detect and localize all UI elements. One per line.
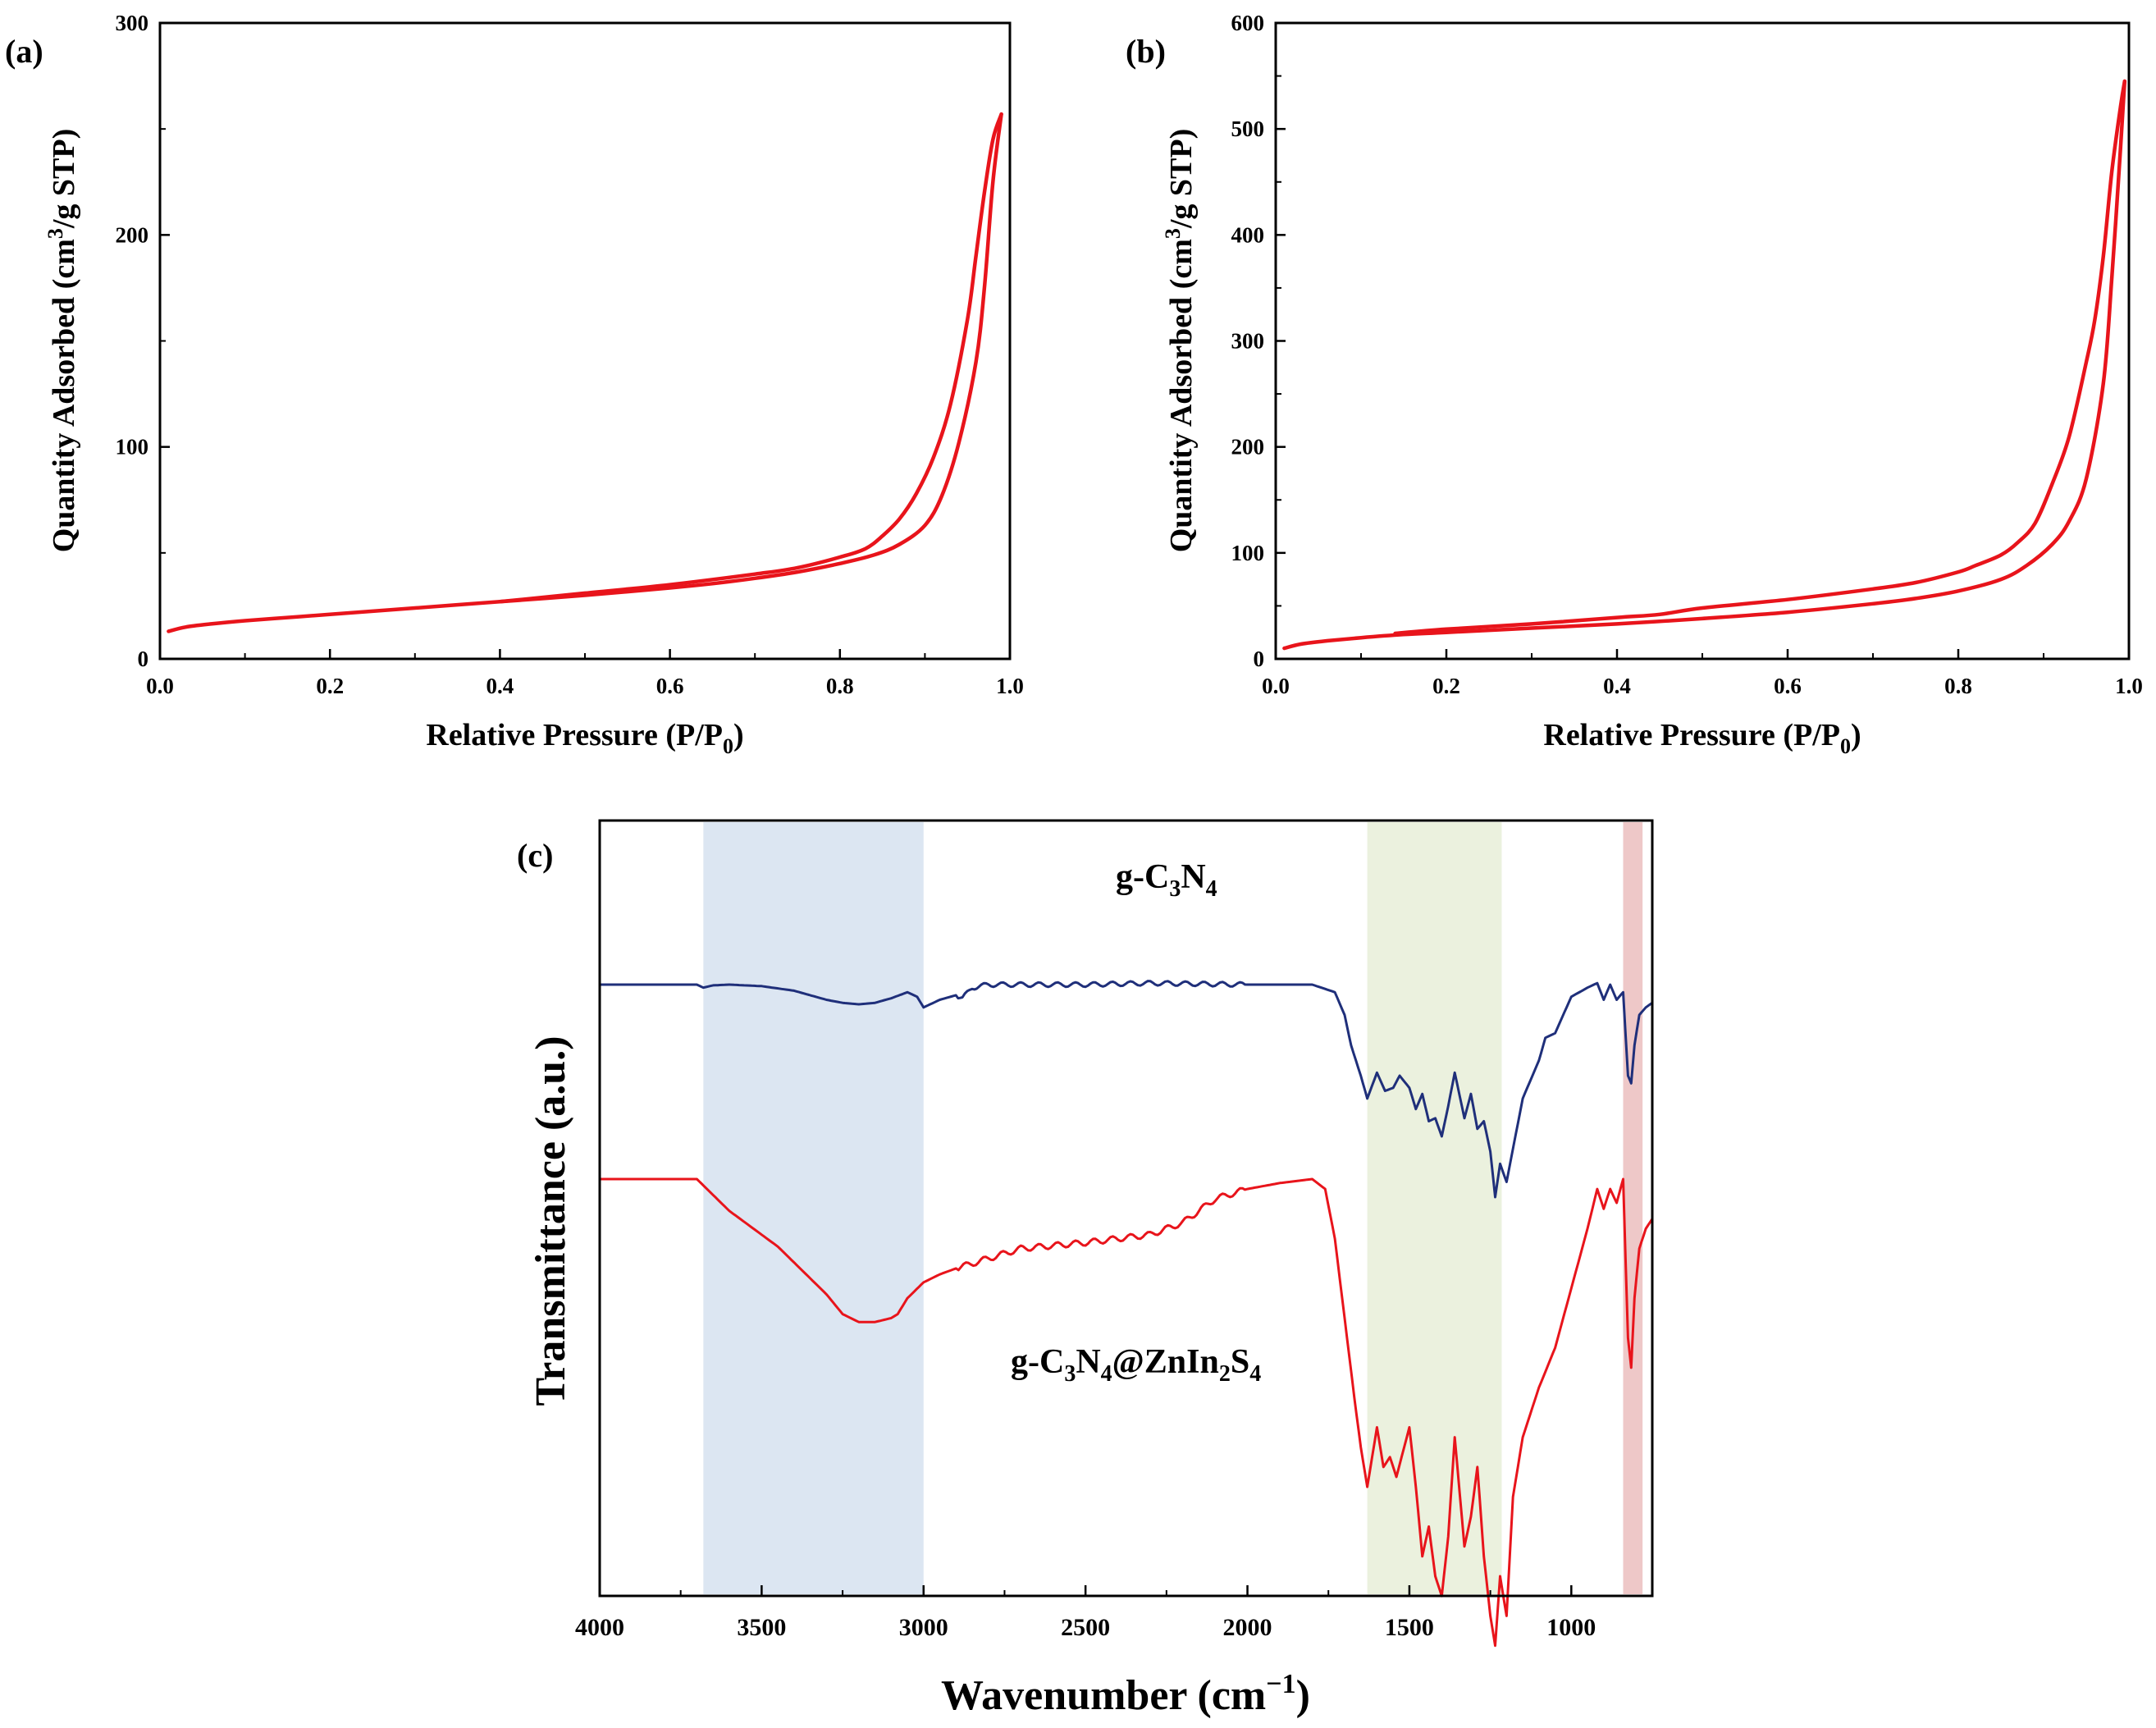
series-desorption (1393, 79, 2127, 636)
panel-b: 0.0 0.2 0.4 0.6 0.8 1.0 0 100 200 300 400 500 600 (b… (1126, 11, 2143, 758)
series-adsorption (167, 112, 1003, 633)
y-tick-label: 500 (1231, 117, 1265, 141)
panel-b-ylabel: Quantity Adsorbed (cm3/g STP) (1161, 129, 1199, 553)
panel-a-ylabel: Quantity Adsorbed (cm3/g STP) (43, 129, 81, 553)
x-tick-label: 3000 (899, 1614, 948, 1641)
y-tick-label: 100 (1231, 541, 1265, 565)
panel-c-frame (598, 819, 1654, 1598)
panel-c-label: (c) (517, 837, 553, 874)
x-tick-label: 2500 (1061, 1614, 1110, 1641)
series-adsorption (1282, 79, 2127, 651)
y-tick-label: 100 (116, 435, 149, 459)
legend-gc3n4: g-C3N4 (1116, 858, 1217, 902)
legend-gc3n4-znin2s4: g-C3N4@ZnIn2S4 (1011, 1343, 1261, 1387)
x-tick-label: 0.6 (1774, 674, 1802, 698)
y-tick-label: 600 (1231, 11, 1265, 35)
y-tick-label: 200 (116, 222, 149, 247)
panel-c: 4000 3500 3000 2500 2000 1500 1000 (c) Wavenum… (517, 819, 1654, 1719)
x-tick-label: 1000 (1546, 1614, 1596, 1641)
panel-a: 0.0 0.2 0.4 0.6 0.8 1.0 0 100 200 300 (a) Relativ… (5, 11, 1024, 758)
panel-c-xlabel: Wavenumber (cm−1) (941, 1669, 1310, 1719)
y-tick-label: 0 (138, 647, 149, 671)
x-tick-label: 0.8 (826, 674, 854, 698)
y-tick-label: 0 (1254, 647, 1265, 671)
panel-a-xlabel: Relative Pressure (P/P0) (426, 718, 743, 758)
panel-b-frame (1274, 21, 2131, 661)
y-tick-label: 200 (1231, 435, 1265, 459)
panel-a-label: (a) (5, 33, 43, 70)
x-tick-label: 0.0 (146, 674, 174, 698)
x-tick-label: 0.2 (316, 674, 344, 698)
shaded-band (703, 822, 924, 1594)
series-desorption (498, 112, 1003, 604)
y-tick-label: 300 (116, 11, 149, 35)
shaded-band (1367, 822, 1502, 1594)
x-tick-label: 0.4 (486, 674, 514, 698)
x-tick-label: 0.0 (1262, 674, 1290, 698)
x-tick-label: 0.4 (1603, 674, 1631, 698)
x-tick-label: 0.8 (1944, 674, 1972, 698)
x-tick-label: 3500 (737, 1614, 786, 1641)
x-tick-label: 0.6 (656, 674, 684, 698)
panel-b-label: (b) (1126, 33, 1166, 70)
series-g-C3N4@ZnIn2S4 (600, 1177, 1654, 1648)
x-tick-label: 0.2 (1432, 674, 1460, 698)
x-tick-label: 2000 (1223, 1614, 1272, 1641)
panel-b-xlabel: Relative Pressure (P/P0) (1543, 718, 1861, 758)
x-tick-label: 4000 (575, 1614, 624, 1641)
series-g-C3N4 (600, 980, 1653, 1199)
x-tick-label: 1.0 (996, 674, 1024, 698)
x-tick-label: 1.0 (2115, 674, 2143, 698)
panel-c-ylabel: Transmittance (a.u.) (528, 1035, 574, 1406)
y-tick-label: 300 (1231, 329, 1265, 354)
x-tick-label: 1500 (1385, 1614, 1434, 1641)
panel-a-frame (158, 21, 1012, 661)
shaded-band (1623, 822, 1643, 1594)
y-tick-label: 400 (1231, 222, 1265, 247)
